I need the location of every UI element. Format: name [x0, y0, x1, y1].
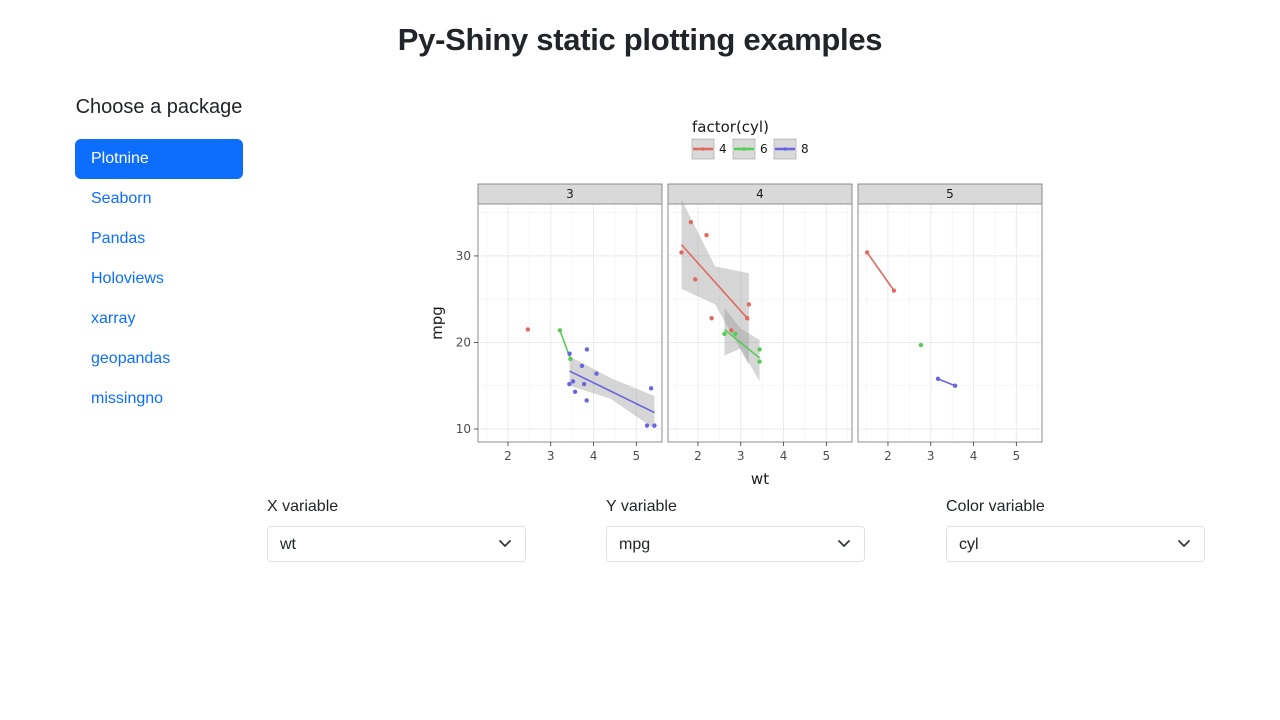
- legend-label-8: 8: [801, 142, 809, 156]
- nav-item-plotnine[interactable]: Plotnine: [75, 139, 243, 179]
- facet-label-5: 5: [946, 187, 954, 201]
- data-point: [757, 359, 762, 364]
- page-title: Py-Shiny static plotting examples: [397, 22, 883, 57]
- x-tick-label: 5: [1013, 449, 1021, 463]
- data-point: [581, 381, 587, 387]
- nav-item-xarray[interactable]: xarray: [91, 310, 136, 327]
- facet-panel-3: [478, 204, 662, 442]
- data-point: [709, 316, 714, 321]
- data-point: [584, 347, 590, 352]
- data-point: [757, 347, 762, 352]
- data-point: [652, 423, 657, 428]
- color-variable-value: cyl: [959, 536, 979, 553]
- data-point: [568, 356, 573, 362]
- nav-item-pandas[interactable]: Pandas: [91, 230, 146, 247]
- color-variable-select[interactable]: cyl: [946, 526, 1205, 562]
- data-point: [594, 371, 599, 376]
- facet-border-5: [857, 203, 1043, 443]
- data-point: [567, 351, 572, 356]
- y-variable-value: mpg: [619, 536, 651, 553]
- x-variable-control: X variable wt: [267, 498, 526, 562]
- data-point: [525, 327, 531, 332]
- legend-point-6: [742, 147, 746, 151]
- x-tick-label: 2: [694, 449, 702, 463]
- data-point: [567, 381, 572, 387]
- legend-point-4: [701, 147, 705, 151]
- data-point: [918, 342, 924, 348]
- y-tick-label: 20: [456, 335, 471, 349]
- chevron-down-icon: [499, 540, 511, 547]
- data-point: [746, 302, 752, 307]
- data-point: [648, 386, 654, 391]
- y-axis-label: mpg: [428, 306, 446, 340]
- x-tick-label: 2: [884, 449, 892, 463]
- facet-panel-4: [668, 204, 852, 442]
- x-tick-label: 2: [504, 449, 512, 463]
- x-tick-label: 5: [823, 449, 831, 463]
- x-variable-select[interactable]: wt: [267, 526, 526, 562]
- x-tick-label: 4: [970, 449, 978, 463]
- x-tick-label: 4: [780, 449, 788, 463]
- color-variable-control: Color variable cyl: [946, 498, 1205, 562]
- data-point: [722, 331, 727, 337]
- facet-border-3: [477, 203, 663, 443]
- legend-title: factor(cyl): [692, 118, 769, 136]
- plot-area: factor(cyl) 4 6 8 mpg 3 2 3 4 5 10 20 30 4 2 3 4 5 5 2 3 4 5 wt: [420, 112, 1060, 492]
- facet-panel-5: [858, 204, 1042, 442]
- data-point: [688, 219, 694, 225]
- fit-line-8: [937, 378, 956, 387]
- data-point: [864, 250, 870, 255]
- legend-label-4: 4: [719, 142, 727, 156]
- nav-item-seaborn[interactable]: Seaborn: [91, 190, 152, 207]
- y-variable-control: Y variable mpg: [606, 498, 865, 562]
- x-tick-label: 3: [737, 449, 745, 463]
- y-tick-label: 10: [456, 422, 471, 436]
- fit-line-8: [569, 370, 655, 414]
- data-point: [733, 331, 738, 337]
- legend-point-8: [783, 147, 787, 151]
- chevron-down-icon: [838, 540, 850, 547]
- data-point: [679, 250, 684, 255]
- sidebar: Choose a package Plotnine Seaborn Pandas…: [75, 96, 243, 419]
- x-tick-label: 4: [590, 449, 598, 463]
- package-nav: Plotnine Seaborn Pandas Holoviews xarray…: [75, 139, 243, 419]
- data-point: [557, 328, 563, 333]
- chevron-down-icon: [1178, 540, 1190, 547]
- y-variable-label: Y variable: [606, 498, 677, 515]
- color-variable-label: Color variable: [946, 498, 1045, 515]
- fit-line-6: [723, 328, 761, 359]
- sidebar-heading: Choose a package: [75, 96, 243, 118]
- x-tick-label: 5: [633, 449, 641, 463]
- x-variable-value: wt: [280, 536, 296, 553]
- facet-border-4: [667, 203, 853, 443]
- data-point: [891, 288, 897, 293]
- legend-label-6: 6: [760, 142, 768, 156]
- nav-item-geopandas[interactable]: geopandas: [91, 350, 171, 367]
- nav-item-missingno[interactable]: missingno: [91, 390, 164, 407]
- data-point: [935, 376, 941, 382]
- data-point: [952, 383, 958, 388]
- data-point: [704, 232, 709, 238]
- data-point: [729, 328, 734, 333]
- y-tick-label: 30: [456, 249, 471, 263]
- x-tick-label: 3: [547, 449, 555, 463]
- data-point: [572, 389, 578, 395]
- fit-line-4: [866, 252, 895, 292]
- x-variable-label: X variable: [267, 498, 339, 515]
- facet-label-3: 3: [566, 187, 574, 201]
- data-point: [584, 398, 589, 403]
- facet-label-4: 4: [756, 187, 764, 201]
- data-point: [579, 363, 585, 369]
- variable-controls: X variable wt Y variable mpg Color varia…: [267, 498, 1207, 568]
- data-point: [744, 316, 750, 321]
- x-axis-label: wt: [751, 470, 769, 488]
- x-tick-label: 3: [927, 449, 935, 463]
- data-point: [692, 277, 698, 282]
- y-variable-select[interactable]: mpg: [606, 526, 865, 562]
- fit-line-4: [680, 244, 750, 321]
- data-point: [644, 423, 650, 428]
- faceted-scatter-chart: factor(cyl) 4 6 8 mpg 3 2 3 4 5 10 20 30 4 2 3 4 5 5 2 3 4 5 wt: [428, 118, 1043, 488]
- nav-item-holoviews[interactable]: Holoviews: [91, 270, 164, 287]
- data-point: [570, 379, 576, 384]
